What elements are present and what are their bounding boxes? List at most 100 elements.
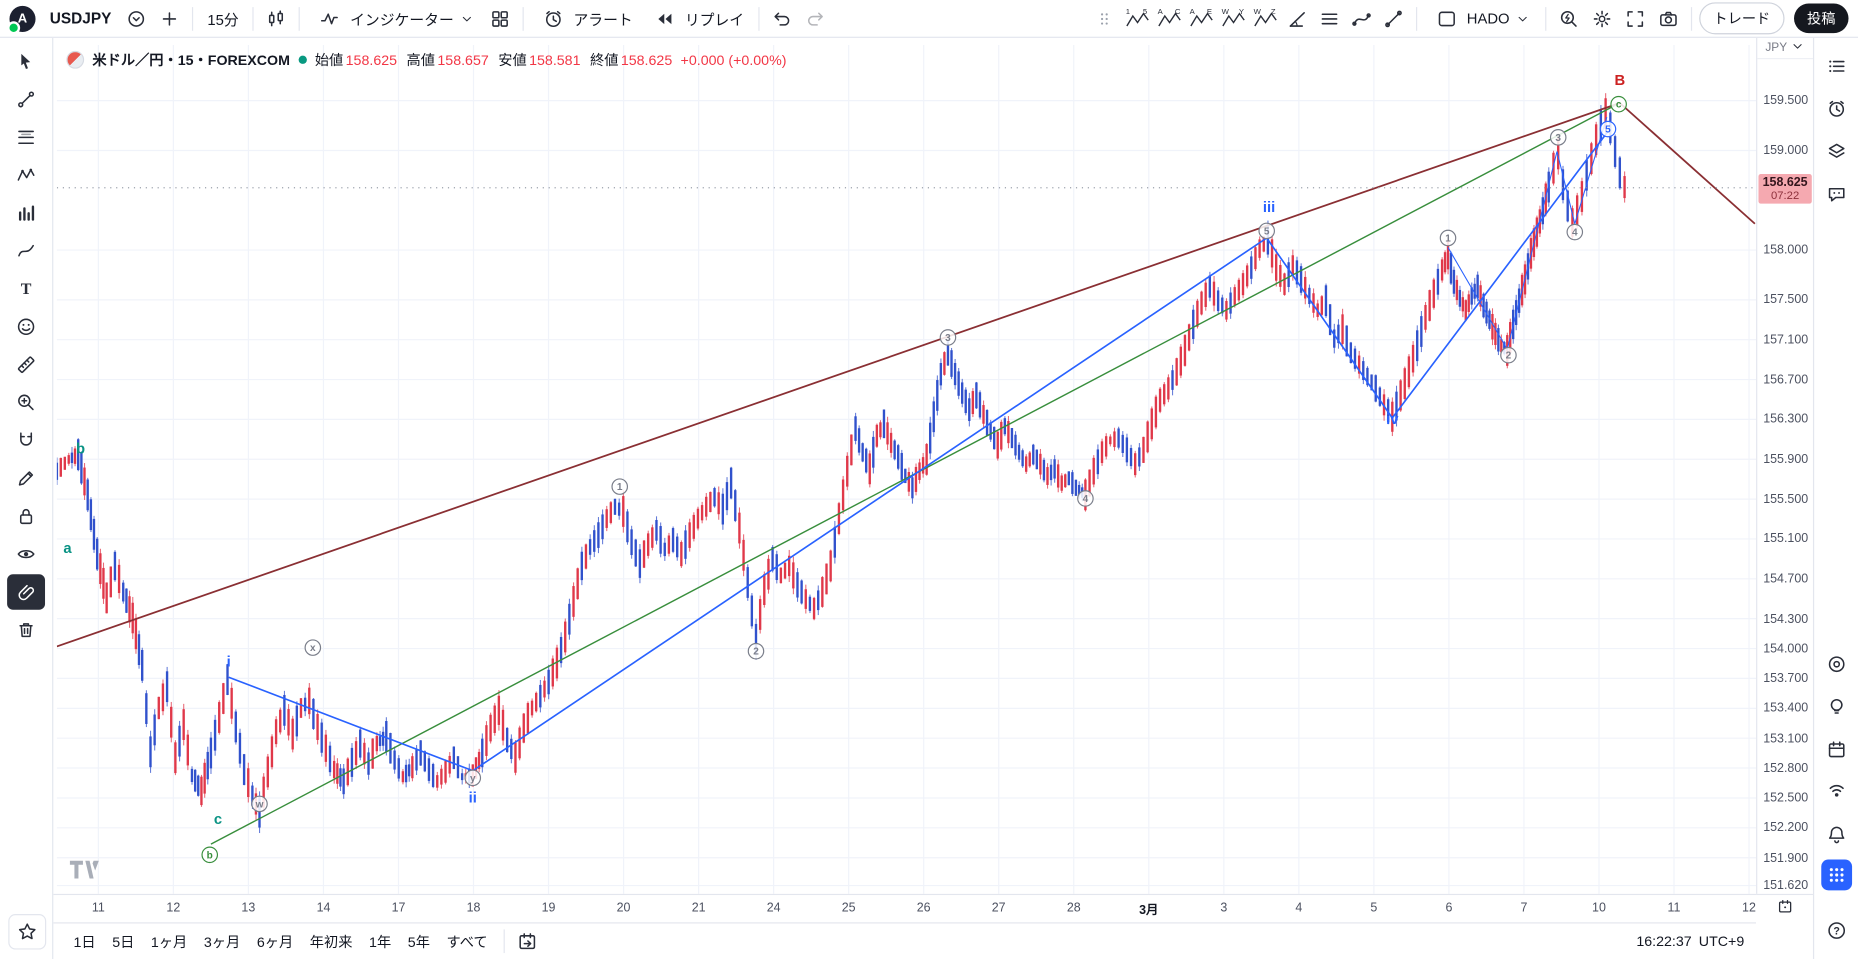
symbol-legend[interactable]: 米ドル／円・15・FOREXCOM 始値 158.625 高値 158.657 安値 15… xyxy=(66,50,786,70)
ohlc-item: 安値 158.581 xyxy=(498,52,581,69)
publish-button[interactable]: 投稿 xyxy=(1793,3,1849,34)
time-tick: 11 xyxy=(91,900,105,916)
alerts-icon[interactable] xyxy=(1818,91,1854,127)
symbol-button[interactable]: USDJPY xyxy=(43,6,119,31)
calendar-icon[interactable] xyxy=(1818,732,1854,768)
price-tick: 153.100 xyxy=(1763,731,1809,746)
interval-button[interactable]: 15分 xyxy=(200,4,246,34)
separator xyxy=(299,6,301,31)
cursor-tool[interactable] xyxy=(7,44,45,80)
price-tick: 151.620 xyxy=(1763,878,1809,893)
range-6ヶ月[interactable]: 6ヶ月 xyxy=(249,928,302,955)
alert-label: アラート xyxy=(573,11,633,29)
price-tick: 155.500 xyxy=(1763,492,1809,507)
apps-grid-icon[interactable] xyxy=(1820,859,1852,891)
help-icon[interactable]: ? xyxy=(1818,913,1854,949)
time-tick: 18 xyxy=(466,900,481,916)
text-tool[interactable]: T xyxy=(7,271,45,307)
price-tick: 152.500 xyxy=(1763,790,1809,806)
range-年初来[interactable]: 年初来 xyxy=(301,928,360,955)
object-tree-icon[interactable] xyxy=(1818,134,1854,170)
pattern-tool[interactable] xyxy=(7,157,45,193)
symbol-dropdown-icon[interactable] xyxy=(121,4,152,32)
goto-date-icon[interactable] xyxy=(511,927,542,955)
trendline-tool[interactable] xyxy=(7,82,45,118)
range-1日[interactable]: 1日 xyxy=(65,928,104,955)
svg-text:c: c xyxy=(1616,100,1622,111)
layout-button[interactable]: HADO xyxy=(1424,1,1538,37)
favorite-angle-icon[interactable] xyxy=(1282,4,1313,32)
bars-pattern-tool[interactable] xyxy=(7,195,45,231)
favorites-star-button[interactable] xyxy=(8,914,47,950)
svg-text:5: 5 xyxy=(1143,7,1147,16)
alert-button[interactable]: アラート xyxy=(531,1,640,37)
time-axis-settings[interactable] xyxy=(1756,893,1813,924)
indicators-icon xyxy=(315,4,346,32)
time-axis[interactable]: 11 12 13 14 17 18 19 20 21 24 25 26 27 28 3月 3 4 5 6 7 10 11 1… xyxy=(53,893,1757,924)
range-1ヶ月[interactable]: 1ヶ月 xyxy=(143,928,196,955)
indicator-templates-icon[interactable] xyxy=(485,4,516,32)
price-tick: 158.000 xyxy=(1763,242,1809,258)
watchlist-icon[interactable] xyxy=(1818,49,1854,85)
avatar[interactable]: A xyxy=(7,5,36,34)
price-unit-selector[interactable]: JPY xyxy=(1757,38,1813,60)
zoom-tool[interactable] xyxy=(7,385,45,421)
drawing-mode-tool[interactable] xyxy=(7,461,45,497)
range-1年[interactable]: 1年 xyxy=(361,928,400,955)
favorite-hlines-icon[interactable] xyxy=(1314,4,1345,32)
brush-tool[interactable] xyxy=(7,233,45,269)
legend-title: 米ドル／円・15・FOREXCOM xyxy=(92,52,290,69)
measure-tool[interactable] xyxy=(7,347,45,383)
range-buttons: 1日 5日 1ヶ月 3ヶ月 6ヶ月 年初来 1年 5年 すべて xyxy=(65,928,496,955)
remove-drawings-tool[interactable] xyxy=(7,612,45,648)
hide-drawings-tool[interactable] xyxy=(7,536,45,572)
range-5年[interactable]: 5年 xyxy=(399,928,438,955)
drag-handle-icon[interactable] xyxy=(1089,4,1120,32)
indicators-label: インジケーター xyxy=(350,11,454,29)
price-axis[interactable]: JPY 159.500 159.000 158.000 157.500 157.100 1… xyxy=(1756,37,1813,894)
svg-text:5: 5 xyxy=(1605,125,1611,136)
favorite-curve-icon[interactable] xyxy=(1346,4,1377,32)
link-tool[interactable] xyxy=(7,574,46,610)
settings-gear-icon[interactable] xyxy=(1587,4,1618,32)
notifications-bell-icon[interactable] xyxy=(1818,817,1854,853)
tradingview-logo[interactable] xyxy=(69,860,102,886)
magnet-tool[interactable] xyxy=(7,423,45,459)
snapshot-camera-icon[interactable] xyxy=(1653,4,1684,32)
ideas-icon[interactable] xyxy=(1818,689,1854,725)
emoji-tool[interactable] xyxy=(7,309,45,345)
time-tick: 3 xyxy=(1220,900,1228,916)
svg-text:4: 4 xyxy=(1083,494,1089,505)
svg-text:b: b xyxy=(76,441,85,457)
svg-text:A: A xyxy=(1190,7,1196,16)
fib-retracement-tool[interactable] xyxy=(7,120,45,156)
time-tick: 10 xyxy=(1592,900,1606,916)
streams-icon[interactable] xyxy=(1818,774,1854,810)
lock-drawings-tool[interactable] xyxy=(7,498,45,534)
indicators-button[interactable]: インジケーター xyxy=(307,1,482,37)
clock-area[interactable]: 16:22:37 UTC+9 xyxy=(1636,933,1744,950)
trade-button[interactable]: トレード xyxy=(1699,2,1785,35)
screener-icon[interactable] xyxy=(1818,646,1854,682)
compare-add-icon[interactable] xyxy=(154,4,185,32)
svg-text:2: 2 xyxy=(753,647,759,658)
chat-icon[interactable] xyxy=(1818,176,1854,212)
redo-icon[interactable] xyxy=(800,4,831,32)
fullscreen-icon[interactable] xyxy=(1620,4,1651,32)
price-tick: 156.700 xyxy=(1763,372,1809,387)
range-5日[interactable]: 5日 xyxy=(104,928,143,955)
chart-type-candles-icon[interactable] xyxy=(261,4,292,32)
replay-button[interactable]: リプレイ xyxy=(642,1,751,37)
favorite-tline-icon[interactable] xyxy=(1378,4,1409,32)
range-3ヶ月[interactable]: 3ヶ月 xyxy=(196,928,249,955)
quick-search-icon[interactable] xyxy=(1553,4,1584,32)
svg-text:C: C xyxy=(1175,7,1181,16)
undo-icon[interactable] xyxy=(767,4,798,32)
range-すべて[interactable]: すべて xyxy=(438,928,496,955)
